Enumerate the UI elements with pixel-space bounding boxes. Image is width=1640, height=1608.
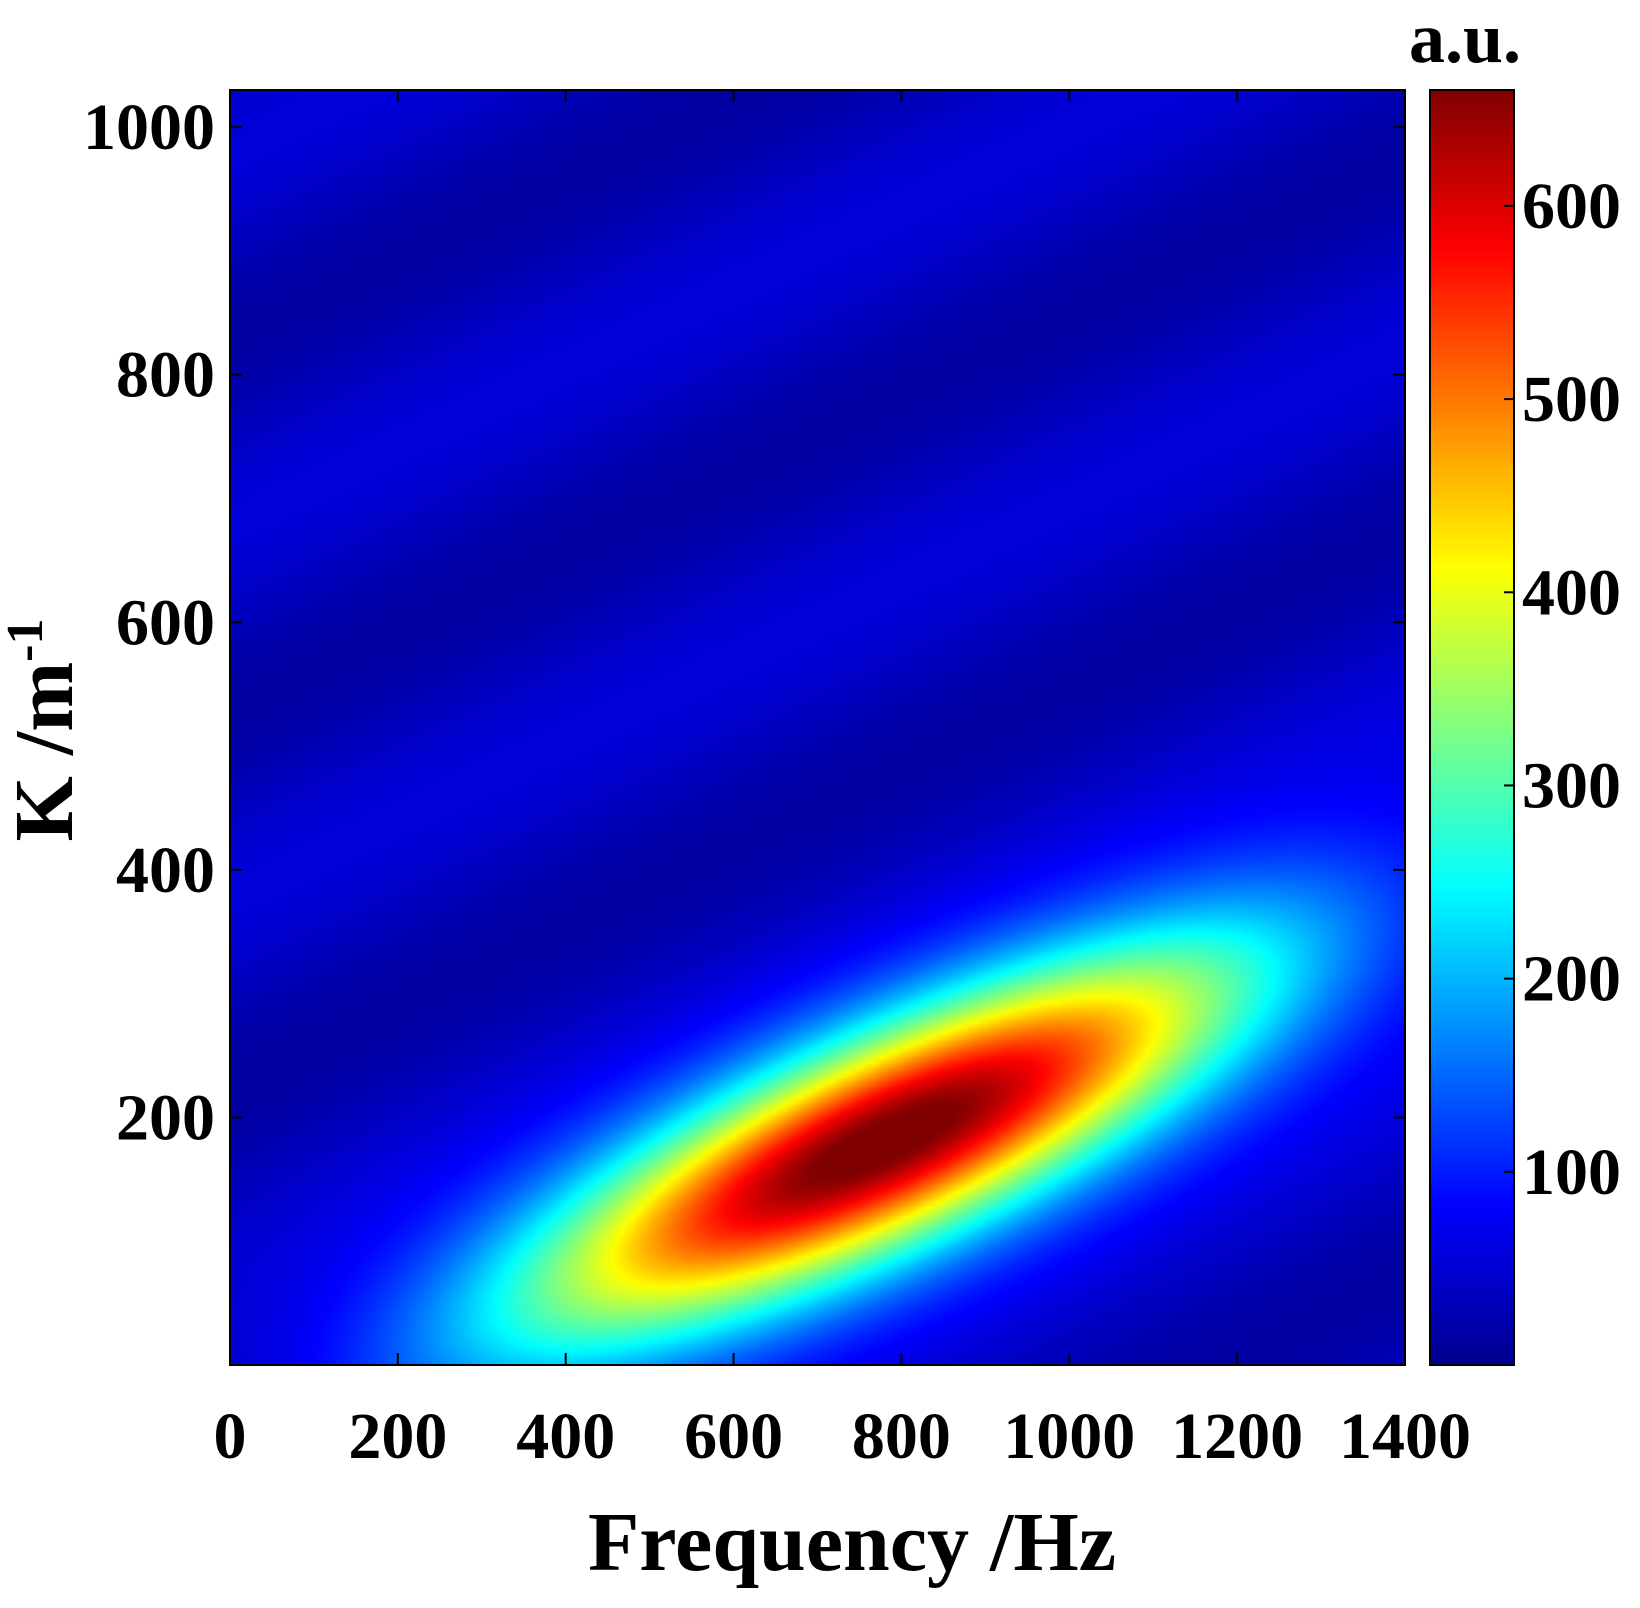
x-tick-label: 400 [516, 1400, 615, 1473]
y-tick-label: 400 [116, 834, 215, 907]
plot-frame [229, 89, 1406, 1366]
y-axis-label-main: K /m [0, 662, 91, 842]
x-tick-label: 0 [214, 1400, 247, 1473]
y-axis-label-superscript: -1 [0, 619, 54, 662]
x-tick-label: 200 [348, 1400, 447, 1473]
colorbar-tick-label: 400 [1522, 556, 1621, 629]
colorbar-unit-label: a.u. [1409, 0, 1521, 78]
x-axis-label: Frequency /Hz [588, 1496, 1116, 1589]
colorbar-tick-label: 100 [1522, 1136, 1621, 1209]
y-axis-ticks: 200 400 600 800 1000 [83, 91, 1405, 1154]
colorbar-tick-label: 200 [1522, 943, 1621, 1016]
colorbar-tick-label: 300 [1522, 749, 1621, 822]
y-tick-label: 200 [116, 1081, 215, 1154]
x-tick-label: 1000 [1003, 1400, 1135, 1473]
x-tick-label: 600 [684, 1400, 783, 1473]
y-tick-label: 1000 [83, 91, 215, 164]
x-tick-label: 1400 [1339, 1400, 1471, 1473]
colorbar-tick-label: 500 [1522, 363, 1621, 436]
colorbar-tick-label: 600 [1522, 170, 1621, 243]
x-tick-label: 1200 [1171, 1400, 1303, 1473]
x-tick-label: 800 [852, 1400, 951, 1473]
y-tick-label: 600 [116, 586, 215, 659]
colorbar-ticks: 100 200 300 400 500 600 [1504, 170, 1621, 1209]
y-axis-label: K /m-1 [0, 619, 91, 842]
colorbar [1429, 89, 1515, 1366]
x-axis-ticks: 0 200 400 600 800 1000 1200 1400 [214, 90, 1471, 1473]
heatmap-area [230, 90, 1405, 1365]
y-tick-label: 800 [116, 339, 215, 412]
svg-text:K /m-1: K /m-1 [0, 619, 91, 842]
